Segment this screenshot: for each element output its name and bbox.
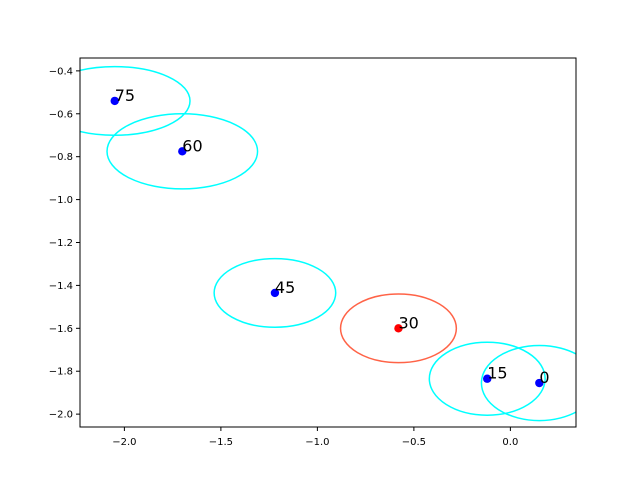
ellipse-0 [480,344,576,422]
ellipse-60 [106,113,259,190]
y-tick-label: −2.0 [49,410,73,421]
point-45 [270,288,280,298]
point-label-0: 0 [539,368,549,387]
y-tick-label: −0.4 [49,66,73,77]
point-15 [483,374,492,383]
point-label-60: 60 [182,136,202,155]
y-tick-label: −1.6 [49,324,73,335]
marker-layer [110,96,544,388]
ellipse-75 [80,65,191,136]
point-label-15: 15 [487,364,507,383]
point-label-45: 45 [275,278,295,297]
y-tick-label: −1.8 [49,367,73,378]
y-tick-label: −1.4 [49,281,73,292]
x-tick-label: −1.5 [209,437,233,448]
x-tick-label: −0.5 [402,437,426,448]
point-0 [535,378,544,388]
point-60 [178,147,187,156]
y-tick-label: −0.6 [49,109,73,120]
x-tick-label: 0.0 [502,437,518,448]
x-axis: −2.0 −1.5 −1.0 −0.5 0.0 [112,427,518,448]
point-label-75: 75 [115,86,135,105]
ellipse-45 [213,257,337,328]
ellipse-layer [80,65,576,422]
y-tick-label: −1.0 [49,195,73,206]
point-label-30: 30 [398,313,418,332]
point-label-layer: 0 15 30 45 60 75 [115,86,550,387]
ellipse-30 [339,293,458,364]
ellipse-15 [428,341,546,416]
point-30 [394,324,403,333]
x-tick-label: −1.0 [305,437,329,448]
y-tick-label: −1.2 [49,238,73,249]
point-75 [110,96,119,106]
y-tick-label: −0.8 [49,152,73,163]
y-axis: −2.0 −1.8 −1.6 −1.4 −1.2 −1.0 −0.8 −0.6 −0.4 [49,66,80,421]
x-tick-label: −2.0 [112,437,136,448]
